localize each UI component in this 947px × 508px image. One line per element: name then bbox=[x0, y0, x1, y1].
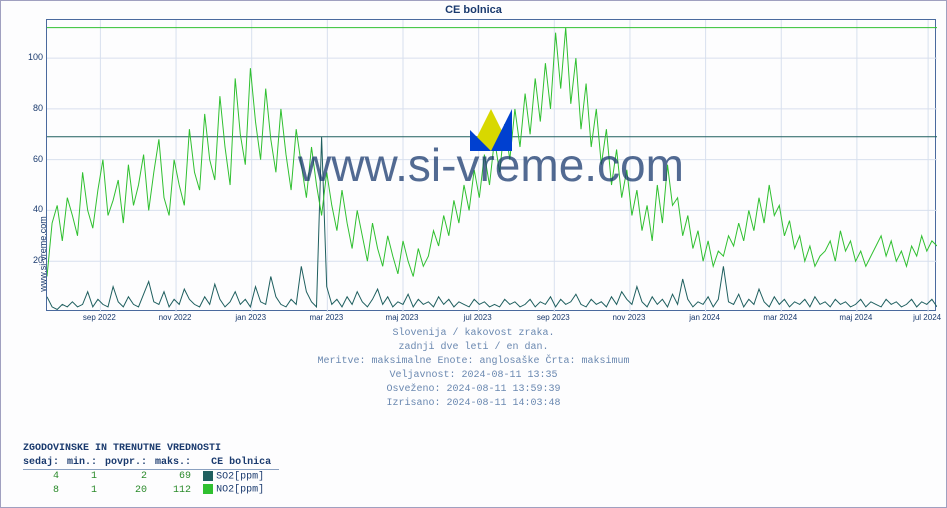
stats-value: 4 bbox=[23, 469, 67, 483]
x-tick-label: mar 2024 bbox=[763, 313, 797, 322]
stats-value: 2 bbox=[105, 469, 155, 483]
meta-line: Veljavnost: 2024-08-11 13:35 bbox=[1, 369, 946, 383]
meta-line: Meritve: maksimalne Enote: anglosaške Čr… bbox=[1, 355, 946, 369]
x-tick-label: maj 2024 bbox=[839, 313, 872, 322]
stats-col-header: CE bolnica bbox=[199, 456, 279, 470]
y-tick-label: 20 bbox=[21, 255, 43, 265]
stats-col-header: min.: bbox=[67, 456, 105, 470]
series-label: NO2[ppm] bbox=[199, 483, 279, 497]
legend-swatch bbox=[203, 484, 213, 494]
x-tick-label: nov 2023 bbox=[612, 313, 645, 322]
table-row: 8120112NO2[ppm] bbox=[23, 483, 279, 497]
stats-value: 1 bbox=[67, 469, 105, 483]
x-tick-label: jul 2024 bbox=[913, 313, 941, 322]
legend-swatch bbox=[203, 471, 213, 481]
stats-col-header: povpr.: bbox=[105, 456, 155, 470]
x-tick-label: sep 2023 bbox=[537, 313, 570, 322]
stats-value: 112 bbox=[155, 483, 199, 497]
meta-line: zadnji dve leti / en dan. bbox=[1, 341, 946, 355]
table-row: 41269SO2[ppm] bbox=[23, 469, 279, 483]
x-tick-label: jan 2024 bbox=[689, 313, 720, 322]
stats-col-header: maks.: bbox=[155, 456, 199, 470]
x-axis-ticks: sep 2022 nov 2022 jan 2023 mar 2023 maj 2023… bbox=[46, 313, 936, 327]
chart-svg bbox=[47, 20, 937, 312]
meta-line: Osveženo: 2024-08-11 13:59:39 bbox=[1, 383, 946, 397]
y-tick-label: 80 bbox=[21, 103, 43, 113]
y-tick-label: 100 bbox=[21, 52, 43, 62]
stats-title: ZGODOVINSKE IN TRENUTNE VREDNOSTI bbox=[23, 443, 279, 454]
stats-value: 8 bbox=[23, 483, 67, 497]
x-tick-label: nov 2022 bbox=[159, 313, 192, 322]
stats-table: sedaj:min.:povpr.:maks.:CE bolnica41269S… bbox=[23, 456, 279, 497]
y-tick-label: 60 bbox=[21, 154, 43, 164]
stats-col-header: sedaj: bbox=[23, 456, 67, 470]
stats-block: ZGODOVINSKE IN TRENUTNE VREDNOSTI sedaj:… bbox=[23, 443, 279, 497]
stats-value: 1 bbox=[67, 483, 105, 497]
chart-title: CE bolnica bbox=[1, 4, 946, 16]
meta-line: Izrisano: 2024-08-11 14:03:48 bbox=[1, 397, 946, 411]
x-tick-label: maj 2023 bbox=[386, 313, 419, 322]
x-tick-label: sep 2022 bbox=[83, 313, 116, 322]
x-tick-label: jul 2023 bbox=[464, 313, 492, 322]
meta-info: Slovenija / kakovost zraka. zadnji dve l… bbox=[1, 327, 946, 411]
plot-area: www.si-vreme.com bbox=[46, 19, 936, 311]
stats-value: 69 bbox=[155, 469, 199, 483]
y-tick-label: 40 bbox=[21, 204, 43, 214]
y-axis-ticks: 20 40 60 80 100 bbox=[21, 19, 43, 311]
x-tick-label: mar 2023 bbox=[309, 313, 343, 322]
stats-value: 20 bbox=[105, 483, 155, 497]
x-tick-label: jan 2023 bbox=[235, 313, 266, 322]
series-label: SO2[ppm] bbox=[199, 469, 279, 483]
meta-line: Slovenija / kakovost zraka. bbox=[1, 327, 946, 341]
